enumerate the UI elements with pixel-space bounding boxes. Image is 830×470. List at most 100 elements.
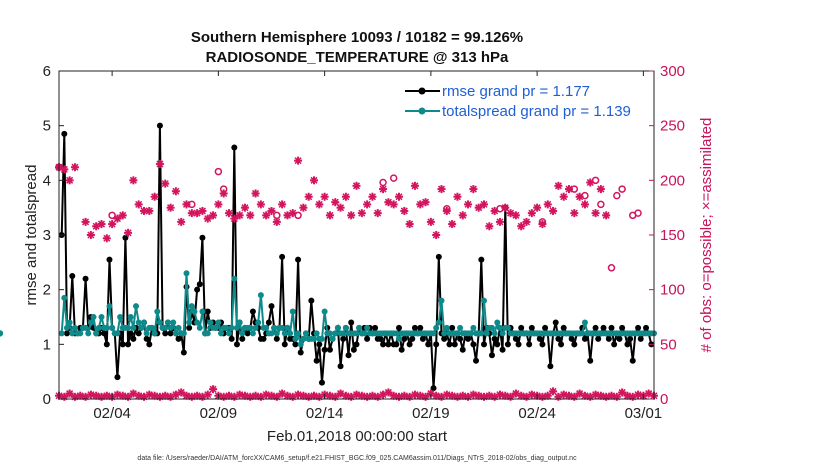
obs-assimilated-marker xyxy=(65,176,74,185)
totalspread-series-point xyxy=(581,319,588,326)
obs-assimilated-marker xyxy=(458,211,467,220)
totalspread-series-point xyxy=(95,324,102,331)
rmse-series-point xyxy=(635,324,642,331)
obs-assimilated-marker xyxy=(336,203,345,212)
rmse-series-point xyxy=(528,324,535,331)
rmse-series-point xyxy=(135,330,142,337)
obs-assimilated-marker xyxy=(559,192,568,201)
totalspread-series-point xyxy=(353,330,360,337)
totalspread-series-point xyxy=(215,319,222,326)
rmse-series-point xyxy=(321,346,328,353)
rmse-series-point xyxy=(194,286,201,293)
obs-assimilated-marker xyxy=(400,206,409,215)
rmse-series-point xyxy=(608,324,615,331)
rmse-series-point xyxy=(491,335,498,342)
totalspread-series-point xyxy=(106,303,113,310)
rmse-series-point xyxy=(515,341,522,348)
obs-assimilated-marker xyxy=(225,209,233,218)
totalspread-series-point xyxy=(257,292,264,299)
rmse-series-point xyxy=(313,357,320,364)
rmse-series-point xyxy=(119,341,126,348)
rmse-series-point xyxy=(326,346,333,353)
x-axis-label: Feb.01,2018 00:00:00 start xyxy=(267,428,448,445)
rmse-series-point xyxy=(295,256,302,263)
rmse-series-point xyxy=(130,335,137,342)
totalspread-series-point xyxy=(93,330,100,337)
obs-assimilated-marker xyxy=(70,163,79,172)
y2-tick-label: 50 xyxy=(660,336,677,353)
rmse-series-point xyxy=(143,335,150,342)
obs-possible-marker xyxy=(273,211,281,220)
totalspread-series-point xyxy=(167,324,174,331)
obs-assimilated-marker xyxy=(214,200,223,209)
rmse-series-point xyxy=(308,297,315,304)
obs-assimilated-marker xyxy=(464,200,473,209)
totalspread-series-point xyxy=(470,324,477,331)
rmse-series-point xyxy=(441,335,448,342)
totalspread-series-point xyxy=(271,324,278,331)
obs-assimilated-marker xyxy=(437,185,446,194)
totalspread-series-point xyxy=(233,324,240,331)
obs-assimilated-marker xyxy=(283,391,292,400)
totalspread-series-point xyxy=(318,335,325,342)
totalspread-series-point xyxy=(218,330,225,337)
totalspread-series-point xyxy=(90,314,97,320)
rmse-series-point xyxy=(494,341,501,348)
obs-assimilated-marker xyxy=(596,185,605,194)
obs-assimilated-marker xyxy=(405,220,414,229)
totalspread-series-point xyxy=(103,324,110,331)
y-tick-label: 5 xyxy=(43,118,51,135)
rmse-series-point xyxy=(233,341,240,348)
rmse-series-point xyxy=(350,346,357,353)
obs-possible-marker xyxy=(379,178,387,187)
rmse-series-point xyxy=(451,341,458,348)
obs-assimilated-marker xyxy=(389,200,398,209)
obs-assimilated-marker xyxy=(145,206,154,215)
totalspread-series-point xyxy=(289,308,296,315)
totalspread-series-point xyxy=(180,330,187,337)
totalspread-series-point xyxy=(138,324,145,331)
rmse-series-point xyxy=(571,341,578,348)
obs-possible-marker xyxy=(607,264,616,272)
totalspread-series-point xyxy=(191,308,198,315)
rmse-series-point xyxy=(239,335,246,342)
totalspread-series-point xyxy=(71,324,78,331)
totalspread-series-point xyxy=(435,319,442,326)
rmse-series-point xyxy=(595,335,602,342)
rmse-series-point xyxy=(643,324,650,331)
obs-assimilated-marker xyxy=(379,185,388,194)
totalspread-series-point xyxy=(292,335,299,342)
obs-assimilated-marker xyxy=(618,388,627,397)
obs-layer xyxy=(55,156,658,401)
y2-tick-label: 250 xyxy=(660,118,685,135)
obs-assimilated-marker xyxy=(299,203,308,212)
rmse-series-point xyxy=(616,335,623,342)
obs-assimilated-marker xyxy=(580,200,589,209)
totalspread-series-point xyxy=(0,330,3,337)
obs-assimilated-marker xyxy=(155,159,164,168)
obs-possible-marker xyxy=(214,167,223,176)
rmse-series-point xyxy=(127,330,134,337)
rmse-series-point xyxy=(199,234,206,241)
y2-tick-label: 150 xyxy=(660,227,685,244)
rmse-series-point xyxy=(473,357,480,364)
totalspread-series-point xyxy=(156,319,163,326)
rmse-series-point xyxy=(512,335,519,342)
obs-possible-marker xyxy=(389,174,398,182)
obs-assimilated-marker xyxy=(331,198,340,207)
rmse-series-point xyxy=(499,346,506,353)
rmse-series-point xyxy=(385,341,392,348)
obs-assimilated-marker xyxy=(177,217,186,226)
y-tick-label: 4 xyxy=(43,172,51,189)
obs-possible-marker xyxy=(634,209,642,217)
totalspread-series-point xyxy=(281,330,288,337)
obs-assimilated-marker xyxy=(347,211,356,220)
rmse-series-point xyxy=(265,319,272,326)
rmse-series-point xyxy=(605,335,612,342)
totalspread-series-point xyxy=(361,330,368,337)
obs-assimilated-marker xyxy=(203,390,212,399)
rmse-series-point xyxy=(61,130,68,137)
obs-assimilated-marker xyxy=(294,156,303,165)
totalspread-series-point xyxy=(133,303,140,310)
totalspread-series-point xyxy=(151,330,158,337)
